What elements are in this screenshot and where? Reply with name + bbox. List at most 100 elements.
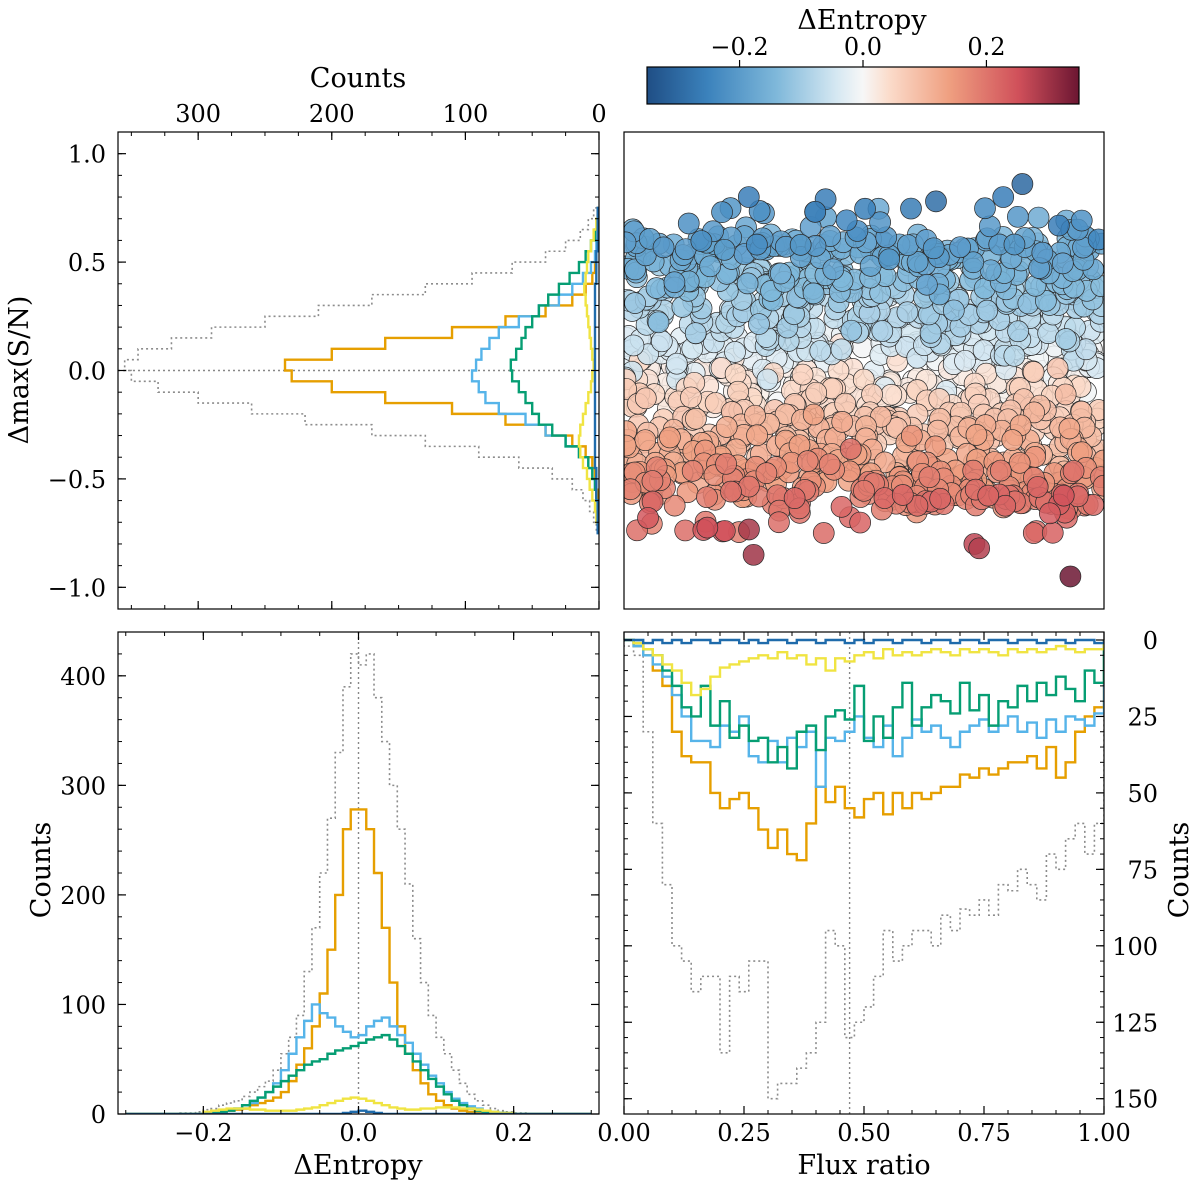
- scatter-point: [783, 487, 806, 509]
- scatter-point: [830, 496, 853, 518]
- scatter-point: [756, 368, 779, 391]
- scatter-point: [641, 470, 664, 492]
- scatter-point: [900, 197, 922, 220]
- left-histogram-ylabel: Δmax(S/N): [4, 296, 35, 445]
- left-histogram-ytick-label: 0.5: [68, 249, 106, 277]
- scatter-point: [974, 197, 996, 220]
- scatter-panel: [623, 131, 1105, 610]
- scatter-point: [871, 320, 894, 342]
- scatter-point: [962, 459, 985, 482]
- left-histogram-ytick-label: 0.0: [68, 358, 106, 386]
- scatter-point: [835, 209, 858, 232]
- entropy-histogram-ytick-label: 200: [60, 882, 106, 910]
- scatter-point: [805, 381, 828, 404]
- scatter-point: [720, 480, 742, 503]
- scatter-point: [942, 299, 965, 322]
- scatter-point: [1003, 233, 1026, 256]
- scatter-point: [853, 479, 875, 502]
- colorbar-tick-label: 0.2: [967, 33, 1005, 61]
- scatter-point: [685, 407, 707, 430]
- flux-ratio-histogram-xlabel: Flux ratio: [797, 1150, 930, 1181]
- flux-ratio-histogram-series-dark-blue: [624, 638, 1104, 645]
- scatter-point: [755, 462, 778, 485]
- left-histogram-ytick-label: 1.0: [68, 141, 106, 169]
- scatter-point: [818, 453, 841, 476]
- scatter-point: [746, 233, 768, 256]
- scatter-point: [624, 334, 645, 357]
- scatter-point: [919, 321, 942, 344]
- scatter-point: [748, 313, 770, 335]
- left-histogram-series-orange: [283, 207, 599, 534]
- scatter-point: [1023, 401, 1045, 424]
- flux-ratio-histogram-series-light-blue: [624, 638, 1104, 788]
- scatter-point: [738, 518, 760, 541]
- scatter-point: [994, 494, 1017, 517]
- left-histogram-xtick-label: 0: [591, 100, 606, 128]
- scatter-point: [1051, 252, 1074, 275]
- flux-ratio-histogram-ytick-label: 0: [1143, 627, 1158, 655]
- scatter-point: [624, 292, 646, 314]
- entropy-histogram-xtick-label: 0.2: [495, 1119, 533, 1147]
- scatter-point: [724, 341, 746, 363]
- scatter-point: [1011, 173, 1034, 195]
- left-histogram-xtick-label: 100: [442, 100, 488, 128]
- scatter-point: [737, 186, 760, 208]
- scatter-point: [696, 486, 718, 509]
- scatter-point: [768, 511, 790, 534]
- scatter-point: [1059, 565, 1082, 588]
- scatter-point: [839, 438, 862, 460]
- flux-ratio-histogram-xtick-label: 0.25: [717, 1119, 770, 1147]
- scatter-point: [922, 237, 945, 260]
- scatter-point: [849, 511, 872, 534]
- flux-ratio-histogram-xtick-label: 0.75: [957, 1119, 1010, 1147]
- scatter-point: [696, 516, 719, 539]
- entropy-histogram-series-yellow: [125, 1096, 592, 1114]
- scatter-point: [1008, 451, 1031, 474]
- left-histogram-xtick-label: 200: [309, 100, 355, 128]
- scatter-point: [1062, 460, 1085, 482]
- left-histogram-series-green: [509, 207, 599, 534]
- scatter-point: [677, 212, 700, 235]
- scatter-point: [1026, 476, 1049, 498]
- left-histogram-series-all: [123, 207, 599, 534]
- scatter-point: [1087, 228, 1104, 251]
- scatter-point: [906, 251, 929, 273]
- flux-ratio-histogram-xtick-label: 0.00: [597, 1119, 650, 1147]
- entropy-histogram-xtick-label: 0.0: [339, 1119, 377, 1147]
- flux-ratio-histogram-ylabel: Counts: [1164, 822, 1195, 918]
- scatter-point: [1058, 417, 1081, 440]
- scatter-point: [665, 352, 688, 375]
- scatter-point: [736, 272, 759, 295]
- scatter-point: [962, 251, 985, 274]
- scatter-point: [992, 186, 1015, 208]
- scatter-point: [976, 299, 999, 322]
- scatter-point: [680, 386, 702, 409]
- entropy-histogram-panel: −0.2 0.0 0.2 0 100 200 300 400 ΔEntropy Counts: [26, 631, 600, 1181]
- flux-ratio-histogram-ytick-label: 25: [1127, 703, 1158, 731]
- colorbar-tick-label: 0.0: [844, 33, 882, 61]
- flux-ratio-histogram-ytick-label: 75: [1127, 856, 1158, 884]
- scatter-point: [978, 215, 1001, 238]
- scatter-frame: [623, 131, 1105, 610]
- scatter-point: [744, 404, 766, 427]
- scatter-point: [1035, 290, 1057, 312]
- scatter-point: [663, 494, 686, 517]
- scatter-point: [854, 197, 876, 220]
- scatter-point: [891, 484, 914, 506]
- scatter-point: [663, 271, 686, 294]
- scatter-point: [789, 234, 812, 256]
- scatter-point: [1055, 328, 1077, 350]
- left-histogram-xtick-label: 300: [175, 100, 221, 128]
- scatter-point: [859, 255, 882, 277]
- entropy-histogram-ytick-label: 0: [91, 1101, 106, 1129]
- scatter-point: [711, 201, 733, 223]
- flux-ratio-histogram-ytick-label: 150: [1112, 1086, 1158, 1114]
- scatter-point: [918, 466, 941, 489]
- scatter-point: [715, 452, 737, 475]
- scatter-point: [830, 338, 853, 361]
- scatter-point: [727, 380, 749, 403]
- scatter-point: [624, 434, 637, 457]
- scatter-point: [659, 426, 681, 449]
- scatter-point: [1070, 209, 1093, 232]
